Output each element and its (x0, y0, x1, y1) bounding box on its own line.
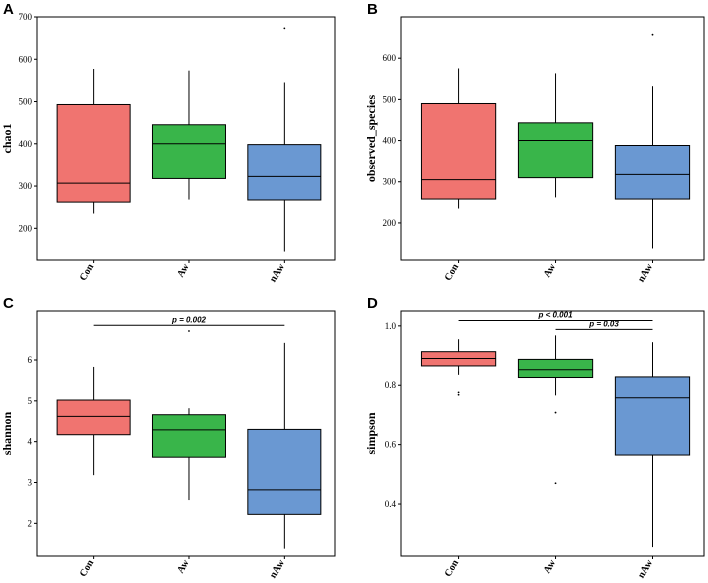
box-naw (247, 27, 322, 252)
y-tick-label: 400 (19, 139, 33, 149)
iqr-box (517, 358, 594, 379)
outlier-point (188, 330, 190, 332)
outlier-point (457, 391, 460, 394)
x-tick-label: Aw (542, 557, 559, 575)
y-axis-label: shannon (0, 411, 14, 455)
outlier-point (457, 393, 460, 396)
plot-frame (36, 16, 336, 261)
outlier-point (554, 411, 557, 414)
iqr-box (614, 376, 691, 456)
y-tick-label: 0.6 (385, 440, 397, 450)
box-naw (614, 342, 691, 548)
x-tick-label: nAw (268, 261, 288, 284)
significance-label: p = 0.03 (588, 319, 619, 328)
y-tick-label: 500 (383, 94, 397, 104)
y-tick-label: 1.0 (385, 321, 397, 331)
y-tick-label: 400 (383, 136, 397, 146)
x-tick-label: Aw (175, 261, 192, 279)
y-tick-label: 4 (28, 437, 33, 447)
y-tick-label: 200 (383, 218, 397, 228)
panel-letter: C (3, 295, 14, 312)
y-tick-label: 6 (28, 355, 33, 365)
x-tick-label: nAw (636, 261, 656, 284)
y-tick-label: 600 (383, 53, 397, 63)
plot-frame (400, 16, 705, 261)
iqr-box (420, 102, 497, 200)
x-tick-label: nAw (636, 557, 656, 580)
y-tick-label: 2 (28, 518, 33, 528)
box-con (420, 339, 497, 396)
y-tick-label: 0.4 (385, 499, 397, 509)
y-axis-label: chao1 (0, 124, 14, 154)
box-naw (614, 33, 691, 249)
box-aw (151, 330, 226, 501)
y-tick-label: 200 (19, 223, 33, 233)
y-tick-label: 600 (19, 54, 33, 64)
box-con (56, 68, 131, 214)
x-tick-label: Con (78, 558, 97, 579)
iqr-box (517, 122, 594, 179)
iqr-box (614, 145, 691, 200)
y-tick-label: 500 (19, 97, 33, 107)
x-tick-label: Con (78, 262, 97, 283)
significance-label: p = 0.002 (171, 315, 207, 324)
y-tick-label: 300 (383, 177, 397, 187)
y-axis-label: simpson (364, 412, 378, 454)
x-tick-label: Aw (175, 557, 192, 575)
box-naw (247, 342, 322, 549)
x-tick-label: Aw (542, 261, 559, 279)
y-tick-label: 300 (19, 181, 33, 191)
iqr-box (56, 103, 131, 203)
box-aw (151, 70, 226, 200)
plot-frame (400, 310, 705, 557)
y-tick-label: 3 (28, 478, 33, 488)
panel-letter: A (3, 1, 14, 18)
y-tick-label: 5 (28, 396, 33, 406)
panel-letter: D (367, 295, 378, 312)
iqr-box (247, 144, 322, 201)
significance-label: p < 0.001 (538, 311, 574, 320)
outlier-point (283, 27, 286, 30)
plot-frame (36, 310, 336, 557)
iqr-box (151, 124, 226, 179)
iqr-box (56, 399, 131, 436)
outlier-point (554, 482, 557, 485)
x-tick-label: Con (443, 262, 462, 283)
y-axis-label: observed_species (364, 95, 378, 183)
panel-letter: B (367, 1, 378, 18)
outlier-point (651, 33, 654, 36)
x-tick-label: Con (443, 558, 462, 579)
y-tick-label: 0.8 (385, 380, 397, 390)
x-tick-label: nAw (268, 557, 288, 580)
box-con (420, 68, 497, 209)
iqr-box (151, 414, 226, 458)
iqr-box (247, 428, 322, 515)
box-aw (517, 335, 594, 485)
box-con (56, 366, 131, 476)
y-tick-label: 700 (19, 12, 33, 22)
box-aw (517, 73, 594, 198)
